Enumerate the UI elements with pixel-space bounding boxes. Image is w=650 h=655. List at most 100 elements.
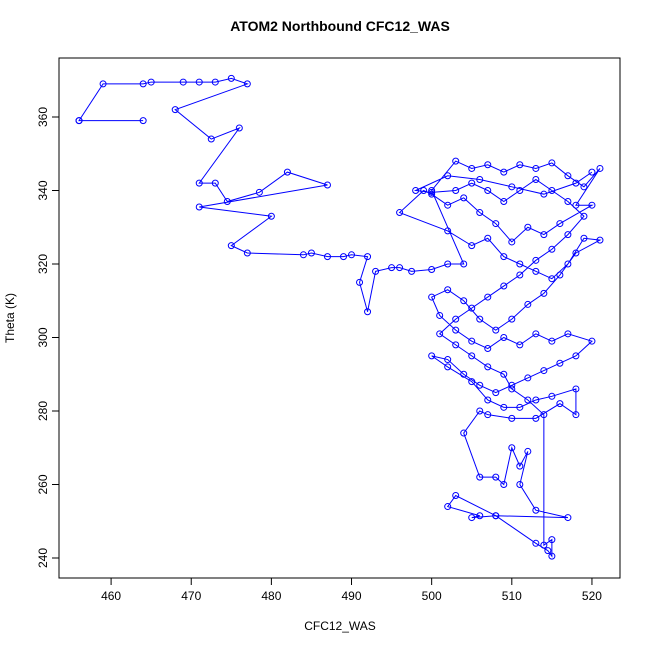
data-point <box>460 370 468 378</box>
data-point <box>267 212 275 220</box>
data-point <box>548 536 556 544</box>
data-point <box>243 249 251 257</box>
data-point <box>580 234 588 242</box>
data-point <box>171 106 179 114</box>
data-point <box>508 385 516 393</box>
data-point <box>420 186 428 194</box>
data-point <box>540 367 548 375</box>
data-point <box>492 473 500 481</box>
data-point <box>524 396 532 404</box>
y-tick-label: 300 <box>36 327 50 347</box>
data-point <box>460 429 468 437</box>
data-point <box>596 236 604 244</box>
data-point <box>428 188 436 196</box>
data-point <box>444 356 452 364</box>
data-point <box>243 80 251 88</box>
data-point <box>500 253 508 261</box>
data-point <box>580 212 588 220</box>
data-point <box>408 267 416 275</box>
data-point <box>532 414 540 422</box>
data-point <box>548 392 556 400</box>
data-point <box>195 203 203 211</box>
data-point <box>452 341 460 349</box>
data-point <box>564 198 572 206</box>
data-point <box>207 135 215 143</box>
data-point <box>428 352 436 360</box>
data-point <box>227 74 235 82</box>
data-point <box>500 370 508 378</box>
data-point <box>75 117 83 125</box>
data-point <box>492 220 500 228</box>
data-point <box>452 315 460 323</box>
data-point <box>572 411 580 419</box>
data-point <box>524 374 532 382</box>
data-point <box>500 168 508 176</box>
data-point <box>508 414 516 422</box>
data-point <box>548 186 556 194</box>
data-point <box>524 447 532 455</box>
data-line <box>78 77 602 558</box>
data-point <box>283 168 291 176</box>
data-point <box>468 164 476 172</box>
data-point <box>396 264 404 272</box>
data-point <box>516 403 524 411</box>
data-point <box>227 242 235 250</box>
data-point <box>299 251 307 259</box>
data-point <box>500 282 508 290</box>
x-tick-label: 510 <box>502 589 522 603</box>
data-point <box>532 396 540 404</box>
x-tick-label: 500 <box>422 589 442 603</box>
data-point <box>428 186 436 194</box>
data-point <box>564 172 572 180</box>
data-point <box>468 179 476 187</box>
data-point <box>195 78 203 86</box>
y-tick-label: 340 <box>36 180 50 200</box>
data-point <box>452 326 460 334</box>
x-tick-label: 480 <box>261 589 281 603</box>
data-point <box>564 231 572 239</box>
data-point <box>468 514 476 522</box>
data-point <box>508 238 516 246</box>
data-point <box>500 403 508 411</box>
y-tick-label: 280 <box>36 401 50 421</box>
data-point <box>564 330 572 338</box>
data-point <box>139 117 147 125</box>
data-point <box>323 181 331 189</box>
data-point <box>476 473 484 481</box>
data-point <box>476 209 484 217</box>
data-point <box>452 186 460 194</box>
data-point <box>484 293 492 301</box>
data-point <box>572 179 580 187</box>
data-point <box>516 462 524 470</box>
data-point <box>428 266 436 274</box>
y-axis-label: Theta (K) <box>3 293 17 343</box>
data-point <box>492 326 500 334</box>
data-point <box>540 541 548 549</box>
data-point <box>556 271 564 279</box>
data-point <box>500 333 508 341</box>
data-point <box>548 337 556 345</box>
data-point <box>444 503 452 511</box>
data-point <box>460 297 468 305</box>
data-point <box>348 251 356 259</box>
x-tick-label: 490 <box>342 589 362 603</box>
data-point <box>572 249 580 257</box>
data-point <box>516 271 524 279</box>
data-point <box>436 330 444 338</box>
data-point <box>444 172 452 180</box>
data-point <box>364 253 372 261</box>
data-point <box>572 352 580 360</box>
data-point <box>468 304 476 312</box>
data-point <box>508 183 516 191</box>
data-point <box>412 186 420 194</box>
data-point <box>484 186 492 194</box>
data-point <box>428 190 436 198</box>
data-point <box>532 267 540 275</box>
data-point <box>588 201 596 209</box>
data-point <box>516 161 524 169</box>
data-point <box>255 188 263 196</box>
data-point <box>460 194 468 202</box>
data-point <box>532 330 540 338</box>
